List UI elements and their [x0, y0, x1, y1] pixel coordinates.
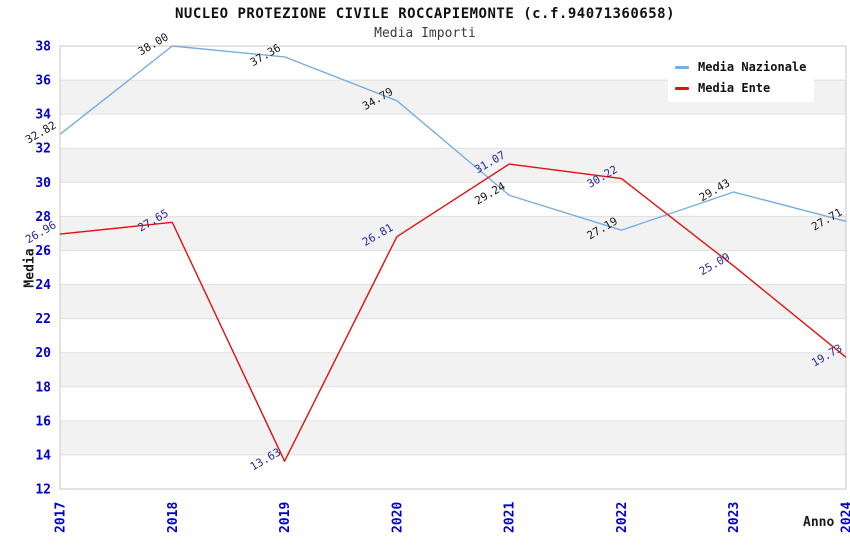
plot-border	[59, 45, 847, 490]
point-label: 37.36	[248, 41, 283, 69]
y-tick-label: 34	[35, 108, 51, 123]
y-tick-label: 18	[35, 380, 51, 395]
plot-band	[60, 216, 846, 251]
x-tick-label: 2018	[166, 502, 181, 533]
y-tick-label: 16	[35, 414, 51, 429]
y-tick-label: 32	[35, 142, 51, 157]
media-ente-line-swatch	[675, 86, 689, 90]
series-line-media-ente	[59, 163, 847, 462]
y-tick-label: 30	[35, 176, 51, 191]
plot-band	[60, 148, 846, 183]
legend-label-media-nazionale: Media Nazionale	[698, 60, 807, 74]
y-tick-label: 38	[35, 40, 51, 55]
y-tick-label: 20	[35, 346, 51, 361]
legend-item-media-nazionale: Media Nazionale	[668, 60, 814, 74]
legend-label-media-ente: Media Ente	[698, 81, 771, 95]
x-axis-title: Anno	[803, 515, 835, 530]
series-line-media-nazionale	[59, 45, 847, 231]
y-axis-title: Media	[22, 248, 38, 288]
x-tick-label: 2019	[278, 502, 293, 533]
media-nazionale-line-swatch	[675, 65, 689, 69]
x-tick-label: 2017	[54, 502, 69, 533]
x-tick-label: 2022	[615, 502, 630, 533]
x-tick-label: 2021	[503, 502, 518, 533]
legend-item-media-ente: Media Ente	[668, 81, 814, 95]
plot-band	[60, 284, 846, 319]
y-tick-label: 26	[35, 244, 51, 259]
chart-title: NUCLEO PROTEZIONE CIVILE ROCCAPIEMONTE (…	[174, 6, 675, 22]
chart-subtitle: Media Importi	[374, 26, 476, 41]
y-tick-label: 12	[35, 483, 51, 498]
y-tick-label: 14	[35, 448, 51, 463]
legend: Media Nazionale Media Ente	[668, 53, 814, 102]
plot-band	[60, 420, 846, 455]
y-tick-label: 36	[35, 74, 51, 89]
point-label: 25.09	[697, 250, 732, 278]
y-tick-label: 22	[35, 312, 51, 327]
x-tick-label: 2024	[840, 502, 850, 533]
plot-band	[60, 352, 846, 387]
x-tick-label: 2020	[390, 502, 405, 533]
y-tick-label: 28	[35, 210, 51, 225]
y-tick-label: 24	[35, 278, 51, 293]
x-tick-label: 2023	[727, 502, 742, 533]
